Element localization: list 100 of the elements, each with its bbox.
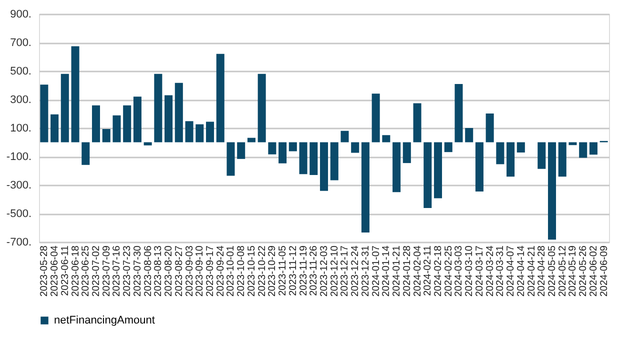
x-tick-label: 2023-11-05 [278,245,289,296]
bar [413,103,422,142]
x-tick-label: 2023-09-10 [194,245,206,297]
bar [196,124,204,142]
y-tick-label: -700. [6,236,32,248]
bar [558,142,566,177]
bar [206,122,214,142]
bar [444,142,452,152]
y-tick-label: -500. [6,208,32,220]
x-tick-label: 2024-04-07 [506,245,517,297]
x-tick-label: 2023-10-29 [267,245,278,297]
bar [516,142,525,153]
x-tick-label: 2024-01-21 [392,245,403,297]
y-tick-label: 700. [10,37,32,49]
bar [237,142,246,159]
x-tick-label: 2024-02-04 [412,245,424,297]
x-tick-label: 2024-02-25 [443,245,454,297]
bar [496,142,504,164]
x-tick-label: 2023-12-17 [340,245,351,297]
bar [310,142,318,176]
bar [40,84,48,142]
x-tick-label: 2023-06-25 [80,245,92,297]
bar [50,114,59,142]
bar [133,96,142,142]
y-tick-label: -100. [6,151,32,163]
y-tick-label: 100. [10,122,32,134]
bar [454,84,463,142]
bar [402,142,411,164]
x-tick-label: 2023-10-22 [256,245,268,297]
bar [475,142,484,192]
x-tick-label: 2024-01-07 [370,245,382,297]
x-tick-label: 2023-07-09 [101,245,112,297]
bar [185,121,194,142]
x-tick-label: 2023-08-13 [153,245,164,297]
bar [258,74,266,142]
bar [154,74,162,142]
bar [434,142,442,198]
x-tick-label: 2024-01-14 [381,245,392,297]
bar [82,142,90,165]
bar [71,46,80,142]
bar [112,115,121,142]
x-tick-label: 2023-11-12 [288,245,299,296]
bar [164,95,173,142]
bar [60,74,69,142]
x-tick-label: 2023-09-17 [205,245,216,297]
x-tick-label: 2024-03-31 [495,245,506,297]
x-tick-label: 2024-05-26 [578,245,590,297]
bar [299,142,308,174]
x-tick-label: 2024-05-05 [547,245,558,297]
bar [424,142,432,208]
x-tick-label: 2024-02-18 [433,245,444,297]
legend-label: netFinancingAmount [54,314,155,326]
x-tick-label: 2023-10-01 [226,245,237,297]
bar [123,105,132,142]
bar [174,82,183,142]
y-tick-label: -300. [6,180,32,192]
x-tick-label: 2024-01-28 [402,245,413,297]
x-tick-label: 2023-06-04 [50,245,61,297]
x-tick-label: 2023-11-19 [298,245,310,296]
x-tick-label: 2023-08-06 [142,245,154,297]
y-tick-label: 500. [10,66,32,78]
x-tick-label: 2024-04-28 [536,245,548,297]
bar [144,142,152,146]
x-tick-label: 2024-03-03 [454,245,465,297]
x-tick-label: 2023-06-18 [70,245,82,297]
bar [579,142,588,158]
bar [486,113,494,142]
bar [548,142,556,240]
x-tick-label: 2024-06-09 [598,245,610,297]
bar [506,142,515,177]
x-tick-label: 2024-04-21 [526,245,538,297]
bar [216,54,224,142]
bar [288,142,297,152]
x-tick-label: 2023-07-16 [112,245,123,297]
bar [382,135,390,142]
bar [268,142,276,154]
x-tick-label: 2023-12-31 [360,245,372,297]
x-tick-label: 2023-07-30 [132,245,144,297]
x-tick-label: 2023-11-26 [308,245,320,296]
x-tick-label: 2024-04-14 [516,245,527,297]
bar [465,128,474,142]
y-tick-label: 300. [10,94,32,106]
x-tick-label: 2024-05-12 [557,245,568,297]
x-tick-label: 2023-06-11 [60,245,71,296]
bar [372,94,380,142]
x-tick-label: 2023-10-08 [236,245,248,297]
bar [278,142,287,164]
bar [589,142,598,155]
x-tick-label: 2023-10-15 [246,245,258,297]
x-tick-label: 2023-08-20 [164,245,175,297]
x-tick-label: 2023-08-27 [174,245,185,297]
x-tick-label: 2024-06-02 [588,245,600,297]
bar [226,142,235,176]
x-tick-label: 2023-05-28 [39,245,50,297]
x-tick-label: 2024-03-10 [464,245,476,297]
x-tick-label: 2024-02-11 [422,245,434,296]
x-tick-label: 2023-07-02 [91,245,102,297]
x-tick-label: 2023-12-10 [329,245,340,297]
bar [351,142,360,153]
x-tick-label: 2023-09-03 [184,245,196,297]
